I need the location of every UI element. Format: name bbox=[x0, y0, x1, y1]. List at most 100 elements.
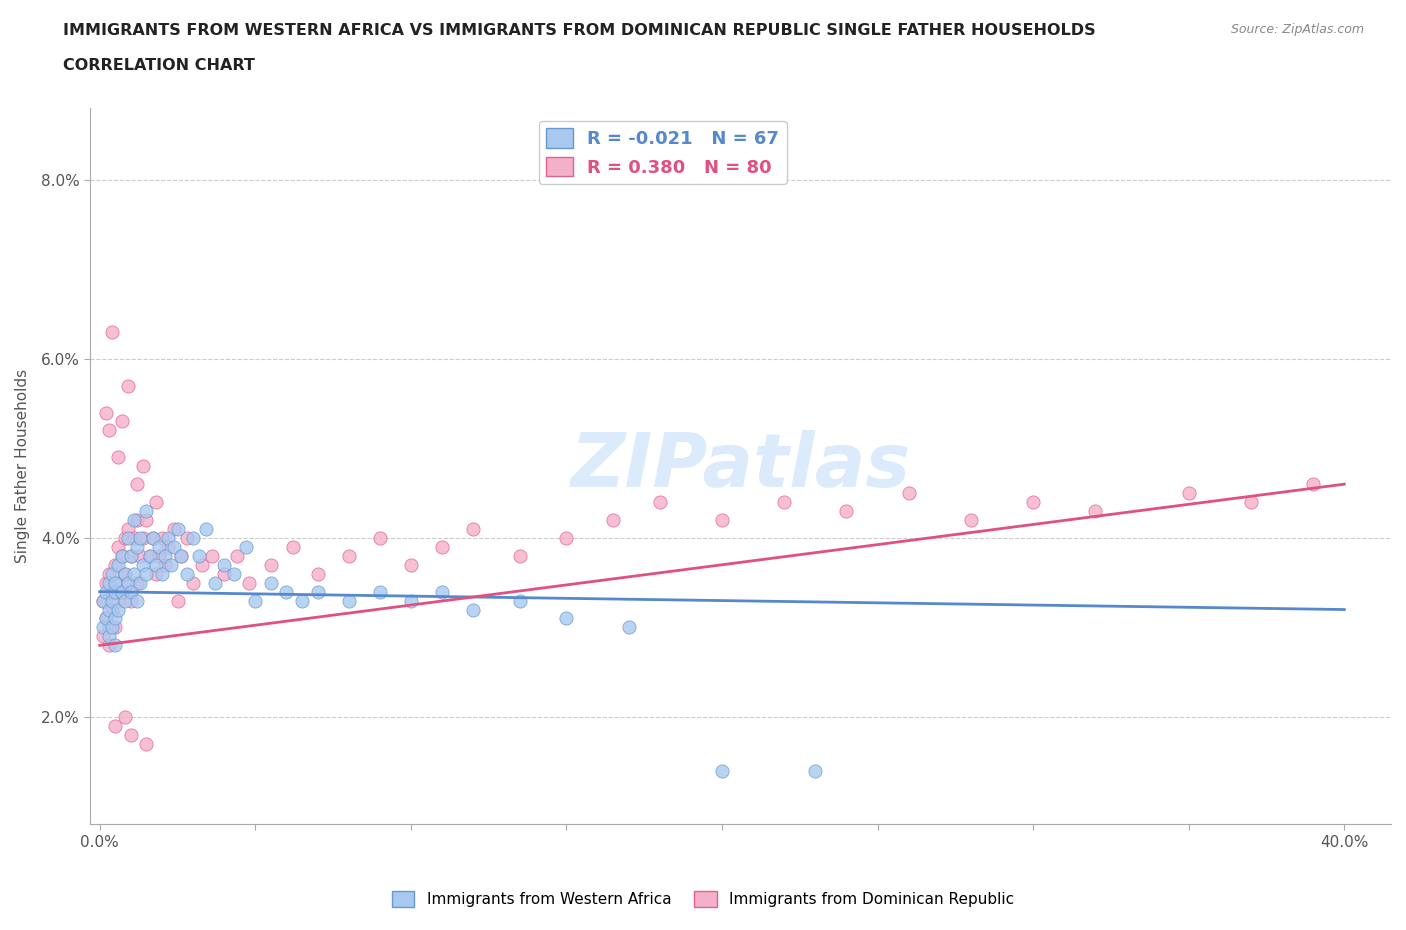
Point bbox=[110, 584, 132, 599]
Point bbox=[897, 485, 920, 500]
Point bbox=[201, 549, 224, 564]
Point bbox=[101, 593, 124, 608]
Point bbox=[1240, 495, 1263, 510]
Point bbox=[120, 584, 142, 599]
Point bbox=[125, 539, 148, 554]
Point bbox=[110, 549, 132, 564]
Text: Source: ZipAtlas.com: Source: ZipAtlas.com bbox=[1230, 23, 1364, 36]
Point bbox=[125, 576, 148, 591]
Point bbox=[132, 458, 155, 473]
Point bbox=[135, 737, 157, 751]
Point bbox=[773, 495, 796, 510]
Point bbox=[107, 557, 129, 572]
Point bbox=[114, 710, 136, 724]
Point bbox=[166, 593, 188, 608]
Point bbox=[835, 503, 858, 518]
Point bbox=[235, 539, 257, 554]
Point bbox=[101, 602, 124, 617]
Point bbox=[307, 584, 329, 599]
Point bbox=[148, 549, 170, 564]
Point bbox=[101, 620, 124, 635]
Point bbox=[117, 379, 139, 393]
Point bbox=[110, 549, 132, 564]
Point bbox=[94, 405, 117, 420]
Point bbox=[145, 557, 167, 572]
Point bbox=[104, 620, 127, 635]
Point bbox=[101, 325, 124, 339]
Point bbox=[114, 593, 136, 608]
Point bbox=[169, 549, 191, 564]
Point bbox=[150, 530, 173, 545]
Point bbox=[169, 549, 191, 564]
Point bbox=[337, 593, 360, 608]
Text: CORRELATION CHART: CORRELATION CHART bbox=[63, 58, 254, 73]
Point bbox=[461, 522, 484, 537]
Point bbox=[107, 539, 129, 554]
Point bbox=[135, 566, 157, 581]
Point bbox=[120, 727, 142, 742]
Point bbox=[125, 477, 148, 492]
Point bbox=[94, 576, 117, 591]
Point bbox=[307, 566, 329, 581]
Point bbox=[602, 512, 624, 527]
Point bbox=[281, 539, 304, 554]
Point bbox=[399, 557, 422, 572]
Point bbox=[125, 512, 148, 527]
Point bbox=[166, 522, 188, 537]
Point bbox=[291, 593, 314, 608]
Y-axis label: Single Father Households: Single Father Households bbox=[15, 369, 30, 564]
Point bbox=[101, 584, 124, 599]
Point bbox=[804, 764, 827, 778]
Point bbox=[107, 593, 129, 608]
Point bbox=[222, 566, 245, 581]
Point bbox=[194, 522, 217, 537]
Point bbox=[110, 414, 132, 429]
Legend: R = -0.021   N = 67, R = 0.380   N = 80: R = -0.021 N = 67, R = 0.380 N = 80 bbox=[538, 121, 786, 184]
Point bbox=[101, 566, 124, 581]
Point bbox=[138, 549, 160, 564]
Point bbox=[91, 593, 114, 608]
Point bbox=[94, 584, 117, 599]
Point bbox=[117, 576, 139, 591]
Point bbox=[276, 584, 298, 599]
Point bbox=[163, 522, 186, 537]
Point bbox=[110, 584, 132, 599]
Point bbox=[122, 566, 145, 581]
Point bbox=[104, 557, 127, 572]
Point bbox=[132, 530, 155, 545]
Point bbox=[117, 530, 139, 545]
Point bbox=[104, 611, 127, 626]
Point bbox=[648, 495, 671, 510]
Point bbox=[98, 638, 121, 653]
Point bbox=[129, 576, 152, 591]
Point bbox=[430, 539, 453, 554]
Point bbox=[181, 576, 204, 591]
Point bbox=[960, 512, 983, 527]
Point bbox=[145, 495, 167, 510]
Point bbox=[188, 549, 211, 564]
Point bbox=[104, 576, 127, 591]
Point bbox=[176, 530, 198, 545]
Point bbox=[104, 719, 127, 734]
Point bbox=[129, 549, 152, 564]
Legend: Immigrants from Western Africa, Immigrants from Dominican Republic: Immigrants from Western Africa, Immigran… bbox=[385, 884, 1021, 913]
Point bbox=[1022, 495, 1045, 510]
Point bbox=[107, 450, 129, 465]
Text: ZIPatlas: ZIPatlas bbox=[571, 430, 911, 503]
Point bbox=[145, 566, 167, 581]
Point bbox=[129, 530, 152, 545]
Point bbox=[260, 576, 283, 591]
Point bbox=[509, 549, 531, 564]
Point bbox=[153, 549, 176, 564]
Point bbox=[430, 584, 453, 599]
Point bbox=[122, 512, 145, 527]
Point bbox=[157, 530, 180, 545]
Point bbox=[617, 620, 640, 635]
Point bbox=[148, 539, 170, 554]
Point bbox=[142, 530, 165, 545]
Point bbox=[135, 503, 157, 518]
Point bbox=[107, 602, 129, 617]
Point bbox=[104, 576, 127, 591]
Point bbox=[98, 423, 121, 438]
Point bbox=[711, 764, 734, 778]
